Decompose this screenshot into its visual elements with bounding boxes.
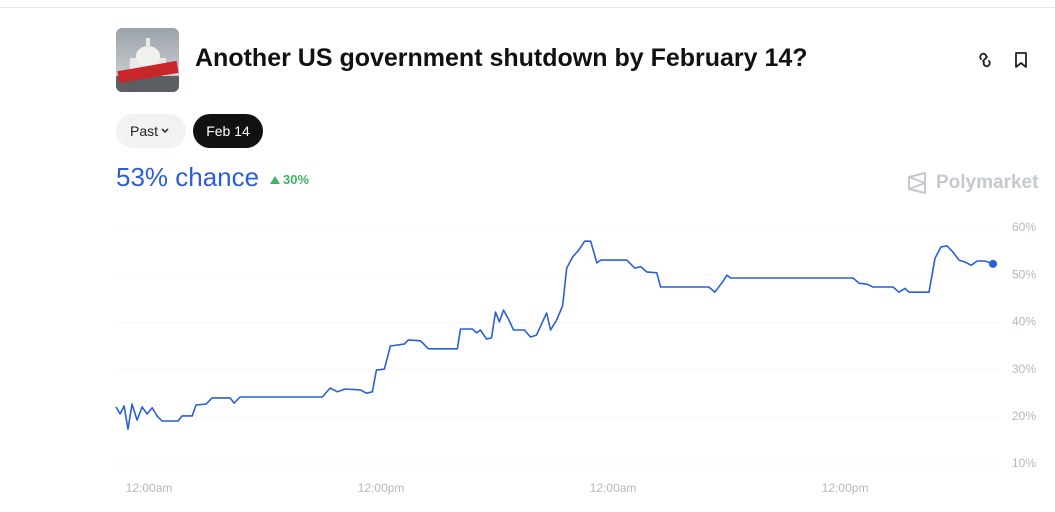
y-tick-label: 10% xyxy=(1012,456,1036,470)
image-art xyxy=(116,28,179,92)
past-label: Past xyxy=(129,123,158,139)
x-tick-label: 12:00pm xyxy=(358,481,405,495)
date-label: Feb 14 xyxy=(206,123,250,139)
market-image xyxy=(116,28,179,92)
date-button[interactable]: Feb 14 xyxy=(193,114,263,148)
market-title: Another US government shutdown by Februa… xyxy=(195,44,808,72)
divider xyxy=(0,7,1055,8)
brand-logo xyxy=(908,172,926,194)
up-arrow xyxy=(270,175,280,184)
past-button[interactable]: Past xyxy=(116,114,186,148)
y-tick-label: 30% xyxy=(1012,362,1036,376)
chevron xyxy=(161,128,169,134)
brand-name: Polymarket xyxy=(936,172,1039,193)
y-tick-label: 50% xyxy=(1012,267,1036,281)
x-tick-label: 12:00am xyxy=(590,481,637,495)
bookmark-icon[interactable] xyxy=(1011,50,1031,70)
y-tick-label: 60% xyxy=(1012,220,1036,234)
x-tick-label: 12:00pm xyxy=(822,481,869,495)
brand: Polymarket xyxy=(906,172,1038,194)
y-tick-label: 40% xyxy=(1012,315,1036,329)
chance: 53% chance xyxy=(116,162,260,192)
change-value: 30% xyxy=(283,172,310,187)
change: 30% xyxy=(270,172,309,187)
end-point xyxy=(989,259,997,268)
x-tick-label: 12:00am xyxy=(126,481,173,495)
link-icon[interactable] xyxy=(975,50,995,70)
series-line xyxy=(115,240,994,430)
y-tick-label: 20% xyxy=(1012,409,1036,423)
